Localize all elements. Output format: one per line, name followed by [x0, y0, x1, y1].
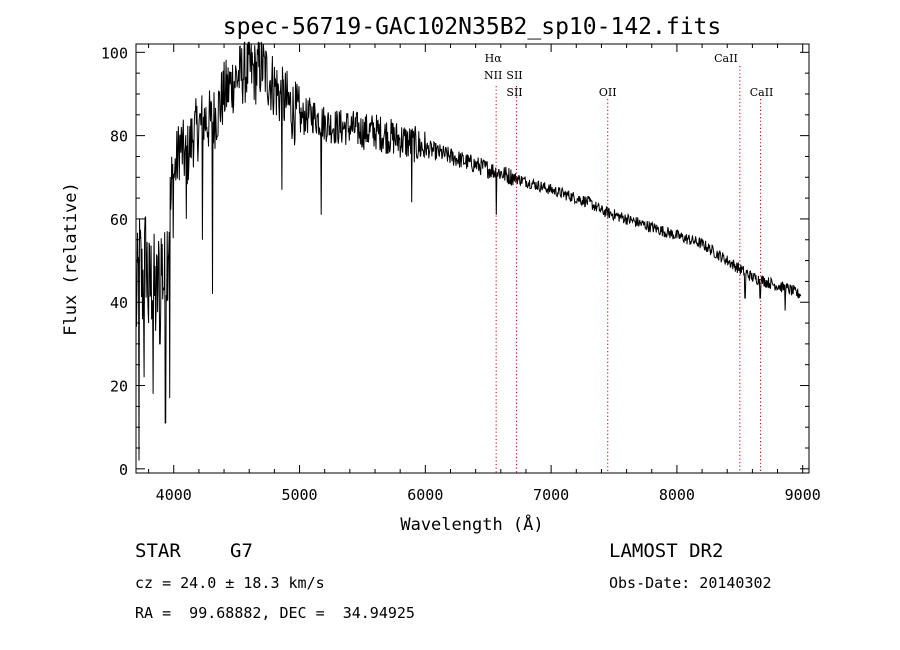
y-tick-label: 40 — [110, 294, 128, 312]
y-tick-label: 100 — [101, 44, 128, 62]
obs-date: Obs-Date: 20140302 — [609, 574, 772, 592]
object-subclass: G7 — [230, 540, 253, 562]
x-tick-label: 5000 — [281, 486, 317, 504]
spectrum-series — [135, 41, 802, 461]
object-class: STAR — [135, 540, 181, 562]
line-marker-label: CaII — [714, 52, 738, 65]
x-tick-label: 7000 — [533, 486, 569, 504]
spectrum-line — [135, 41, 802, 461]
x-tick-label: 8000 — [659, 486, 695, 504]
line-marker-label: SII — [506, 86, 522, 99]
line-marker-label: OII — [599, 86, 617, 99]
emission-line-markers: Hα NII SII SII OII CaII CaII — [484, 52, 773, 473]
x-tick-label: 4000 — [156, 486, 192, 504]
line-marker-label: NII — [484, 69, 502, 82]
y-tick-label: 60 — [110, 211, 128, 229]
survey-name: LAMOST DR2 — [609, 540, 724, 562]
y-tick-label: 0 — [119, 461, 128, 479]
y-tick-label: 80 — [110, 128, 128, 146]
x-axis-label: Wavelength (Å) — [400, 513, 543, 535]
axes: 4000 5000 6000 7000 8000 9000 0 20 40 60 80 100 — [101, 44, 821, 504]
line-marker-label: Hα — [485, 52, 503, 65]
coordinates: RA = 99.68882, DEC = 34.94925 — [135, 604, 415, 622]
line-marker-label: SII — [506, 69, 522, 82]
x-tick-label: 9000 — [785, 486, 821, 504]
plot-frame — [135, 43, 810, 474]
chart-title: spec-56719-GAC102N35B2_sp10-142.fits — [223, 14, 722, 40]
line-marker-label: CaII — [750, 86, 774, 99]
x-tick-label: 6000 — [407, 486, 443, 504]
y-tick-label: 20 — [110, 378, 128, 396]
redshift-readout: cz = 24.0 ± 18.3 km/s — [135, 574, 325, 592]
y-axis-label: Flux (relative) — [61, 182, 81, 336]
